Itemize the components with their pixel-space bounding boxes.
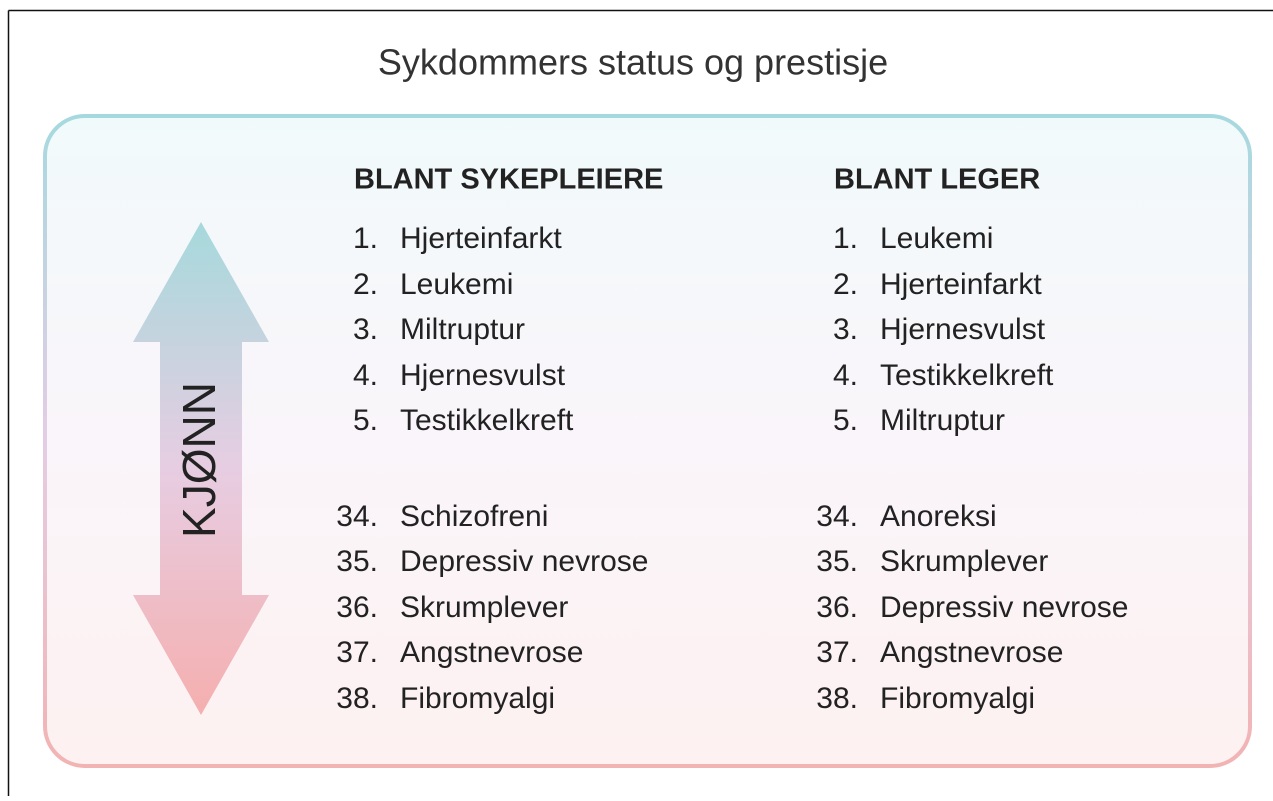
rank: 5. bbox=[833, 404, 858, 437]
title: Sykdommers status og prestisje bbox=[378, 42, 888, 83]
disease-name: Leukemi bbox=[880, 222, 993, 255]
disease-name: Hjerteinfarkt bbox=[400, 222, 562, 255]
rank: 2. bbox=[833, 268, 858, 301]
column-heading: BLANT LEGER bbox=[834, 164, 1040, 196]
disease-name: Skrumplever bbox=[400, 591, 568, 624]
disease-name: Skrumplever bbox=[880, 545, 1048, 578]
disease-name: Fibromyalgi bbox=[400, 682, 555, 715]
rank: 2. bbox=[353, 268, 378, 301]
disease-name: Hjernesvulst bbox=[880, 313, 1046, 346]
rank: 1. bbox=[353, 222, 378, 255]
rank: 34. bbox=[816, 500, 858, 533]
rank: 36. bbox=[816, 591, 858, 624]
rank: 3. bbox=[833, 313, 858, 346]
column-heading: BLANT SYKEPLEIERE bbox=[354, 164, 663, 196]
disease-name: Fibromyalgi bbox=[880, 682, 1035, 715]
rank: 3. bbox=[353, 313, 378, 346]
rank: 35. bbox=[336, 545, 378, 578]
disease-name: Schizofreni bbox=[400, 500, 548, 533]
disease-name: Miltruptur bbox=[400, 313, 525, 346]
rank: 37. bbox=[336, 636, 378, 669]
rank: 4. bbox=[353, 359, 378, 392]
rank: 4. bbox=[833, 359, 858, 392]
disease-name: Testikkelkreft bbox=[400, 404, 574, 437]
disease-name: Leukemi bbox=[400, 268, 513, 301]
disease-name: Angstnevrose bbox=[400, 636, 583, 669]
rank: 38. bbox=[816, 682, 858, 715]
rank: 37. bbox=[816, 636, 858, 669]
disease-name: Testikkelkreft bbox=[880, 359, 1054, 392]
disease-name: Miltruptur bbox=[880, 404, 1005, 437]
rank: 34. bbox=[336, 500, 378, 533]
rank: 35. bbox=[816, 545, 858, 578]
disease-name: Angstnevrose bbox=[880, 636, 1063, 669]
disease-name: Hjerteinfarkt bbox=[880, 268, 1042, 301]
disease-name: Depressiv nevrose bbox=[880, 591, 1128, 624]
arrow-label: KJØNN bbox=[173, 382, 225, 538]
rank: 36. bbox=[336, 591, 378, 624]
disease-name: Hjernesvulst bbox=[400, 359, 566, 392]
disease-name: Depressiv nevrose bbox=[400, 545, 648, 578]
panel bbox=[43, 114, 1252, 768]
rank: 5. bbox=[353, 404, 378, 437]
double-arrow bbox=[133, 222, 269, 715]
rank: 1. bbox=[833, 222, 858, 255]
disease-name: Anoreksi bbox=[880, 500, 997, 533]
rank: 38. bbox=[336, 682, 378, 715]
